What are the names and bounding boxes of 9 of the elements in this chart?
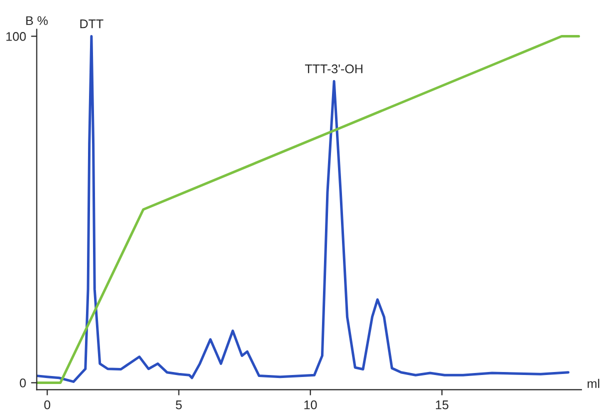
x-tick-label: 10 bbox=[304, 400, 317, 410]
annotation: DTT bbox=[80, 20, 104, 28]
x-tick-label: 5 bbox=[176, 400, 182, 410]
x-tick-label: 0 bbox=[44, 400, 50, 410]
y-axis-title: B % bbox=[26, 16, 48, 26]
x-axis-title: ml bbox=[588, 378, 600, 388]
x-tick-label: 15 bbox=[436, 400, 448, 410]
annotation: TTT-3'-OH bbox=[305, 64, 362, 74]
y-tick-label: 100 bbox=[6, 32, 26, 41]
